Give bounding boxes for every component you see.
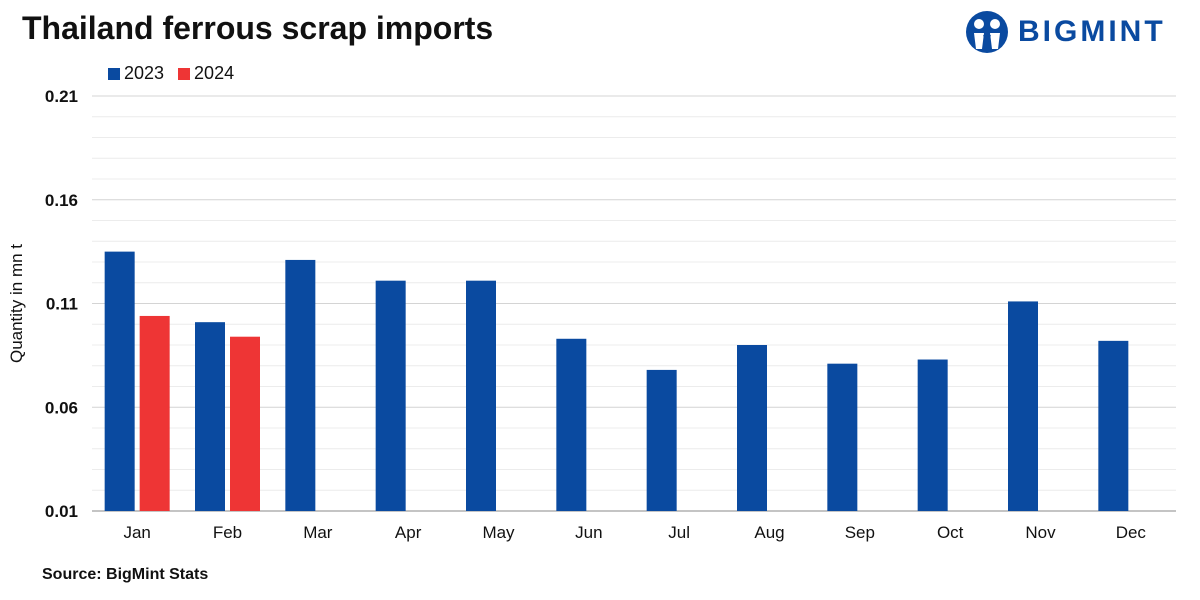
y-tick-label: 0.16 [45,191,78,210]
bar-2023-jun [556,338,587,511]
y-tick-label: 0.11 [46,295,78,314]
brand-name: BIGMINT [1018,15,1166,48]
x-tick-label: Jun [575,523,602,542]
x-tick-label: Apr [395,523,422,542]
x-tick-label: Jul [668,523,690,542]
bar-2023-apr [375,280,406,511]
legend-swatch-2023 [108,67,120,80]
legend-item-2023: 2023 [108,63,164,84]
bar-layer [104,251,1129,511]
y-tick-label: 0.01 [45,502,78,521]
bar-2023-may [466,280,496,511]
bar-2023-oct [917,359,948,511]
x-tick-label: Sep [845,523,875,542]
bar-2023-mar [285,259,316,511]
y-axis-label: Quantity in mn t [7,244,26,363]
bar-2023-feb [195,322,225,511]
x-tick-label: Dec [1116,523,1147,542]
x-tick-label: May [482,523,515,542]
x-tick-label: Mar [303,523,333,542]
grid-layer [92,95,1176,512]
legend-label-2024: 2024 [194,63,235,83]
chart-title: Thailand ferrous scrap imports [22,10,494,46]
bar-2023-aug [737,345,767,511]
bar-2023-dec [1098,340,1129,511]
bar-2024-jan [139,315,170,511]
legend-label-2023: 2023 [124,63,165,83]
legend: 2023 2024 [108,63,234,84]
source-note: Source: BigMint Stats [42,566,209,583]
brand-logo: BIGMINT [964,8,1184,56]
bar-2023-jan [104,251,135,511]
bar-2023-jul [646,369,677,511]
bar-2024-feb [230,336,260,511]
legend-swatch-2024 [178,67,191,80]
label-layer: 0.01 0.06 0.11 0.16 0.21 Jan Feb Mar Apr May Jun Ju… [45,87,1147,542]
x-tick-label: Feb [213,523,242,542]
bar-2023-nov [1008,301,1038,511]
x-tick-label: Aug [754,523,784,542]
x-tick-label: Nov [1025,523,1056,542]
y-tick-label: 0.21 [45,87,78,106]
bar-2023-sep [827,363,858,511]
x-tick-label: Jan [123,523,150,542]
y-tick-label: 0.06 [45,398,78,417]
x-tick-label: Oct [937,523,964,542]
legend-item-2024: 2024 [178,63,234,84]
bigmint-logo-icon [966,11,1008,53]
